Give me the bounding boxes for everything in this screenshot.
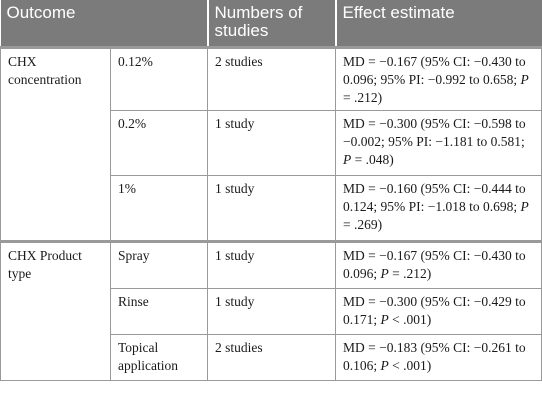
table-body: CHX concentration 0.12% 2 studies MD = −… xyxy=(0,45,542,381)
studies-cell: 2 studies xyxy=(207,333,337,381)
header-studies: Numbers of studies xyxy=(207,0,337,47)
table-row: CHX concentration 0.12% 2 studies MD = −… xyxy=(0,45,542,242)
effect-text: MD = −0.183 (95% CI: −0.261 to 0.106; xyxy=(343,339,526,373)
effect-text: MD = −0.160 (95% CI: −0.444 to 0.124; 95… xyxy=(343,180,526,214)
studies-cell: 1 study xyxy=(207,109,337,176)
p-symbol: P xyxy=(380,311,389,327)
p-symbol: P xyxy=(380,265,389,281)
table-row: Topical application 2 studies MD = −0.18… xyxy=(1,333,542,381)
p-value: = .212) xyxy=(343,89,383,105)
subgroup-cell: 1% xyxy=(109,174,209,242)
group-label-product-type: CHX Product type xyxy=(0,239,111,381)
p-symbol: P xyxy=(520,198,529,214)
group-label-concentration: CHX concentration xyxy=(0,45,111,242)
effect-cell: MD = −0.183 (95% CI: −0.261 to 0.106; P … xyxy=(335,333,542,381)
effect-cell: MD = −0.300 (95% CI: −0.598 to −0.002; 9… xyxy=(335,109,542,176)
effect-text: MD = −0.300 (95% CI: −0.598 to −0.002; 9… xyxy=(343,115,526,149)
effect-cell: MD = −0.160 (95% CI: −0.444 to 0.124; 95… xyxy=(335,174,542,242)
p-value: = .212) xyxy=(388,265,432,281)
table-row: 0.2% 1 study MD = −0.300 (95% CI: −0.598… xyxy=(1,109,542,176)
header-effect: Effect estimate xyxy=(335,0,542,47)
effect-text: MD = −0.167 (95% CI: −0.430 to 0.096; xyxy=(343,247,526,281)
table-row: Rinse 1 study MD = −0.300 (95% CI: −0.42… xyxy=(1,287,542,335)
studies-cell: 2 studies xyxy=(207,45,337,111)
subgroup-cell: Rinse xyxy=(109,287,209,335)
table-row: 1% 1 study MD = −0.160 (95% CI: −0.444 t… xyxy=(1,174,542,242)
effect-text: MD = −0.300 (95% CI: −0.429 to 0.171; xyxy=(343,293,526,327)
effect-cell: MD = −0.167 (95% CI: −0.430 to 0.096; 95… xyxy=(335,45,542,111)
p-value: = .048) xyxy=(351,151,394,167)
studies-cell: 1 study xyxy=(207,287,337,335)
effect-text: MD = −0.167 (95% CI: −0.430 to 0.096; 95… xyxy=(343,53,526,87)
studies-cell: 1 study xyxy=(207,239,337,289)
header-outcome: Outcome xyxy=(0,0,209,47)
p-value: < .001) xyxy=(388,357,432,373)
table-row: CHX Product type Spray 1 study MD = −0.1… xyxy=(0,239,542,381)
p-symbol: P xyxy=(343,151,352,167)
subgroup-cell: 0.2% xyxy=(109,109,209,176)
effect-cell: MD = −0.300 (95% CI: −0.429 to 0.171; P … xyxy=(335,287,542,335)
results-table: Outcome Numbers of studies Effect estima… xyxy=(0,0,542,381)
subgroup-cell: Topical application xyxy=(109,333,209,381)
effect-cell: MD = −0.167 (95% CI: −0.430 to 0.096; P … xyxy=(335,239,542,289)
p-value: < .001) xyxy=(388,311,432,327)
p-value: = .269) xyxy=(343,216,383,232)
table-header: Outcome Numbers of studies Effect estima… xyxy=(0,0,542,47)
studies-cell: 1 study xyxy=(207,174,337,242)
p-symbol: P xyxy=(380,357,389,373)
subgroup-cell: Spray xyxy=(109,239,209,289)
subgroup-cell: 0.12% xyxy=(109,45,209,111)
p-symbol: P xyxy=(520,71,529,87)
